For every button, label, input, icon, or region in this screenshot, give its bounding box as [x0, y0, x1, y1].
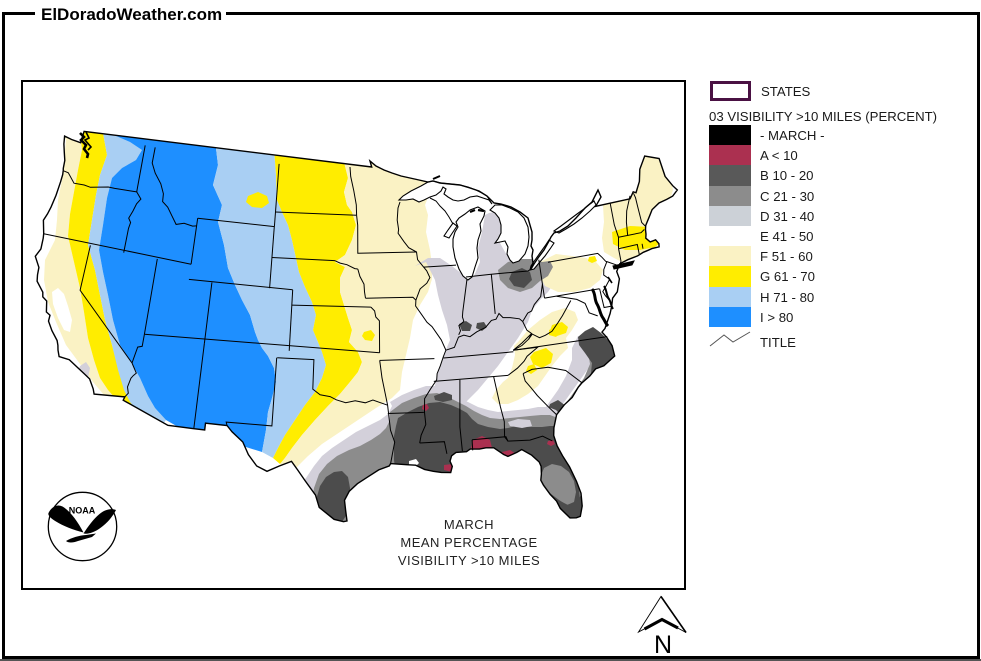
svg-text:NOAA: NOAA	[69, 506, 96, 516]
svg-text:N: N	[654, 631, 672, 658]
